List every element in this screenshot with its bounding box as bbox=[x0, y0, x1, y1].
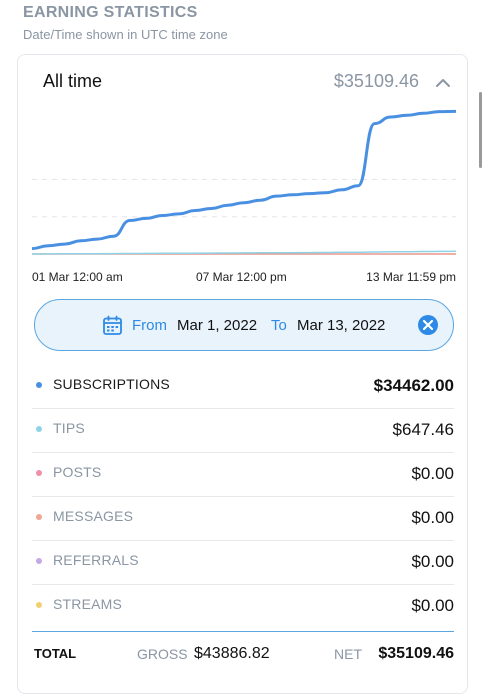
to-date[interactable]: Mar 13, 2022 bbox=[297, 317, 386, 334]
x-tick-label: 13 Mar 11:59 pm bbox=[366, 270, 456, 284]
from-date[interactable]: Mar 1, 2022 bbox=[177, 317, 258, 334]
date-range-filter[interactable]: From Mar 1, 2022 To Mar 13, 2022 bbox=[34, 299, 454, 351]
earnings-row-subscriptions[interactable]: SUBSCRIPTIONS $34462.00 bbox=[32, 365, 454, 409]
timezone-note: Date/Time shown in UTC time zone bbox=[23, 27, 228, 42]
row-amount: $0.00 bbox=[411, 596, 454, 615]
from-label: From bbox=[132, 317, 167, 334]
period-title: All time bbox=[43, 71, 103, 91]
total-label: TOTAL bbox=[34, 646, 77, 661]
earnings-row-tips[interactable]: TIPS $647.46 bbox=[32, 409, 454, 453]
row-amount: $0.00 bbox=[411, 464, 454, 483]
gross-value: $43886.82 bbox=[194, 645, 270, 662]
row-label: TIPS bbox=[53, 420, 85, 436]
close-icon bbox=[422, 319, 434, 331]
period-total: $35109.46 bbox=[333, 71, 419, 91]
x-tick-label: 07 Mar 12:00 pm bbox=[196, 270, 287, 284]
row-amount: $0.00 bbox=[411, 552, 454, 571]
legend-dot bbox=[36, 426, 42, 432]
legend-dot bbox=[36, 602, 42, 608]
row-amount: $0.00 bbox=[411, 508, 454, 527]
legend-dot bbox=[36, 514, 42, 520]
chart-x-axis: 01 Mar 12:00 am 07 Mar 12:00 pm 13 Mar 1… bbox=[32, 270, 456, 286]
gross-label: GROSS bbox=[137, 646, 188, 662]
net-value: $35109.46 bbox=[378, 645, 454, 662]
to-label: To bbox=[271, 317, 287, 334]
page-title: EARNING STATISTICS bbox=[23, 4, 198, 21]
row-label: MESSAGES bbox=[53, 508, 134, 524]
row-amount: $34462.00 bbox=[373, 376, 454, 395]
series-line bbox=[32, 109, 456, 251]
earnings-card: All time $35109.46 01 Mar 12:00 am 07 Ma… bbox=[17, 54, 468, 694]
legend-dot bbox=[36, 382, 42, 388]
page-header: EARNING STATISTICS Date/Time shown in UT… bbox=[23, 4, 228, 42]
row-amount: $647.46 bbox=[392, 420, 454, 439]
clear-date-button[interactable] bbox=[418, 315, 438, 335]
calendar-icon bbox=[103, 315, 122, 335]
earnings-row-referrals[interactable]: REFERRALS $0.00 bbox=[32, 541, 454, 585]
earnings-row-posts[interactable]: POSTS $0.00 bbox=[32, 453, 454, 497]
net-label: NET bbox=[334, 646, 362, 662]
scrollbar[interactable] bbox=[479, 92, 482, 168]
row-label: REFERRALS bbox=[53, 552, 139, 568]
chevron-up-icon[interactable] bbox=[435, 75, 451, 91]
row-label: SUBSCRIPTIONS bbox=[53, 376, 170, 392]
earnings-row-messages[interactable]: MESSAGES $0.00 bbox=[32, 497, 454, 541]
earnings-line-chart bbox=[32, 109, 456, 255]
total-row: TOTAL GROSS $43886.82 NET $35109.46 bbox=[32, 631, 454, 677]
card-header[interactable]: All time $35109.46 bbox=[43, 71, 453, 95]
earnings-row-streams[interactable]: STREAMS $0.00 bbox=[32, 585, 454, 629]
legend-dot bbox=[36, 558, 42, 564]
row-label: POSTS bbox=[53, 464, 102, 480]
legend-dot bbox=[36, 470, 42, 476]
x-tick-label: 01 Mar 12:00 am bbox=[32, 270, 123, 284]
row-label: STREAMS bbox=[53, 596, 123, 612]
series-line bbox=[32, 250, 456, 255]
